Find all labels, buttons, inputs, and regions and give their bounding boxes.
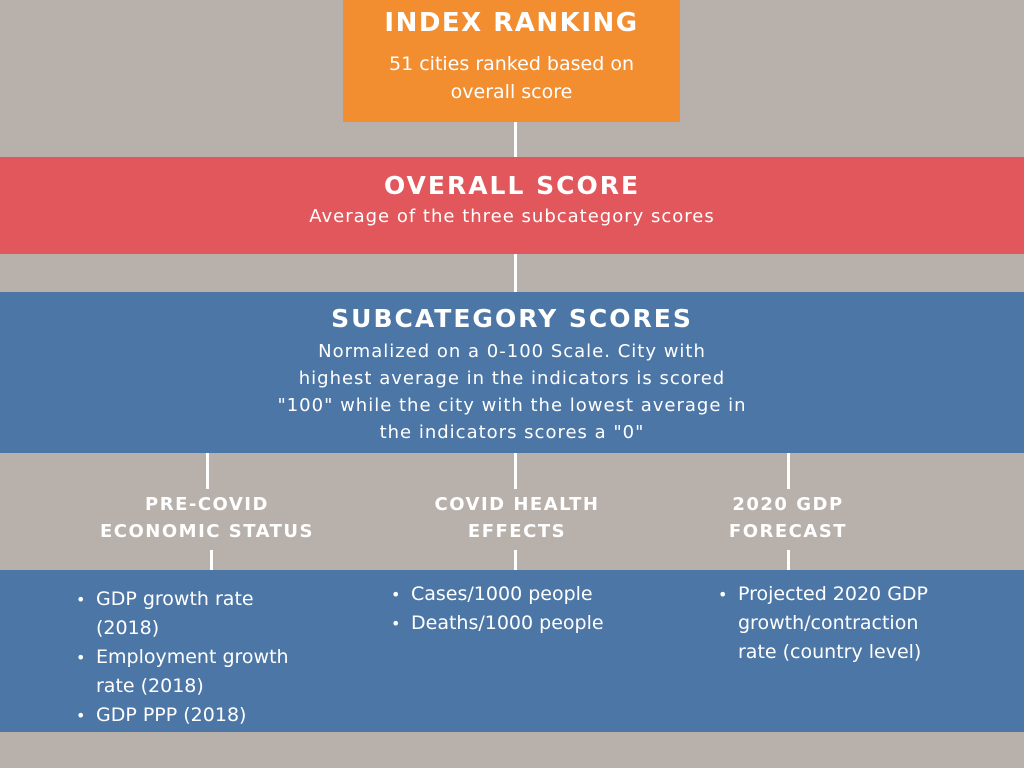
connector-index-overall xyxy=(514,122,517,157)
list-item: • GDP PPP (2018) xyxy=(74,701,364,730)
list-item-line: Deaths/1000 people xyxy=(411,612,604,634)
category-heading-line: EFFECTS xyxy=(467,521,567,542)
connector-sub-cat1 xyxy=(206,453,209,489)
overall-score-description: Average of the three subcategory scores xyxy=(309,206,715,227)
list-item-line: growth/contraction xyxy=(738,612,919,634)
category-heading-line: 2020 GDP xyxy=(732,494,844,515)
category-heading-line: COVID HEALTH xyxy=(434,494,600,515)
connector-overall-subcategory xyxy=(514,254,517,292)
category-heading-line: ECONOMIC STATUS xyxy=(100,521,314,542)
index-ranking-title: INDEX RANKING xyxy=(384,8,639,38)
list-item: • Projected 2020 GDP growth/contraction … xyxy=(716,580,1006,667)
index-ranking-description: 51 cities ranked based on overall score xyxy=(353,50,670,106)
list-item-line: (2018) xyxy=(96,617,160,639)
list-item: • GDP growth rate (2018) xyxy=(74,585,364,643)
bullet-dot-icon: • xyxy=(391,585,401,604)
overall-score-title: OVERALL SCORE xyxy=(383,171,641,200)
list-item-line: Employment growth xyxy=(96,646,289,668)
category-heading-pre-covid: PRE-COVID ECONOMIC STATUS xyxy=(62,491,352,547)
connector-sub-cat2 xyxy=(514,453,517,489)
connector-cat1-bullets xyxy=(210,550,213,570)
list-item-line: rate (country level) xyxy=(738,641,922,663)
list-item-line: rate (2018) xyxy=(96,675,204,697)
list-item-line: GDP PPP (2018) xyxy=(96,704,247,726)
list-item-line: Projected 2020 GDP xyxy=(738,583,928,605)
overall-score-band: OVERALL SCORE Average of the three subca… xyxy=(0,157,1024,254)
connector-cat2-bullets xyxy=(514,550,517,570)
list-item: • Deaths/1000 people xyxy=(389,609,679,638)
list-item-line: Cases/1000 people xyxy=(411,583,593,605)
bullet-dot-icon: • xyxy=(718,585,728,604)
category-heading-covid-health: COVID HEALTH EFFECTS xyxy=(392,491,642,547)
bullet-dot-icon: • xyxy=(76,590,86,609)
subcategory-desc-line: the indicators scores a "0" xyxy=(379,422,645,443)
index-ranking-box: INDEX RANKING 51 cities ranked based on … xyxy=(343,0,680,122)
connector-sub-cat3 xyxy=(787,453,790,489)
subcategory-desc-line: "100" while the city with the lowest ave… xyxy=(277,395,747,416)
index-desc-line-1: 51 cities ranked based on xyxy=(389,53,634,75)
pre-covid-indicator-list: • GDP growth rate (2018) • Employment gr… xyxy=(74,585,364,730)
connector-cat3-bullets xyxy=(787,550,790,570)
subcategory-desc-line: highest average in the indicators is sco… xyxy=(298,368,726,389)
bullet-dot-icon: • xyxy=(76,648,86,667)
subcategory-scores-title: SUBCATEGORY SCORES xyxy=(331,304,693,333)
subcategory-scores-band: SUBCATEGORY SCORES Normalized on a 0-100… xyxy=(0,292,1024,453)
gdp-forecast-indicator-list: • Projected 2020 GDP growth/contraction … xyxy=(716,580,1006,667)
covid-health-indicator-list: • Cases/1000 people • Deaths/1000 people xyxy=(389,580,679,638)
list-item: • Employment growth rate (2018) xyxy=(74,643,364,701)
subcategory-desc-line: Normalized on a 0-100 Scale. City with xyxy=(318,341,706,362)
list-item: • Cases/1000 people xyxy=(389,580,679,609)
category-heading-line: PRE-COVID xyxy=(145,494,269,515)
category-heading-gdp-forecast: 2020 GDP FORECAST xyxy=(678,491,898,547)
category-heading-line: FORECAST xyxy=(728,521,848,542)
subcategory-scores-description: Normalized on a 0-100 Scale. City with h… xyxy=(212,338,812,446)
indicators-band: • GDP growth rate (2018) • Employment gr… xyxy=(0,570,1024,732)
bullet-dot-icon: • xyxy=(391,614,401,633)
list-item-line: GDP growth rate xyxy=(96,588,254,610)
bullet-dot-icon: • xyxy=(76,706,86,725)
index-desc-line-2: overall score xyxy=(450,81,573,103)
